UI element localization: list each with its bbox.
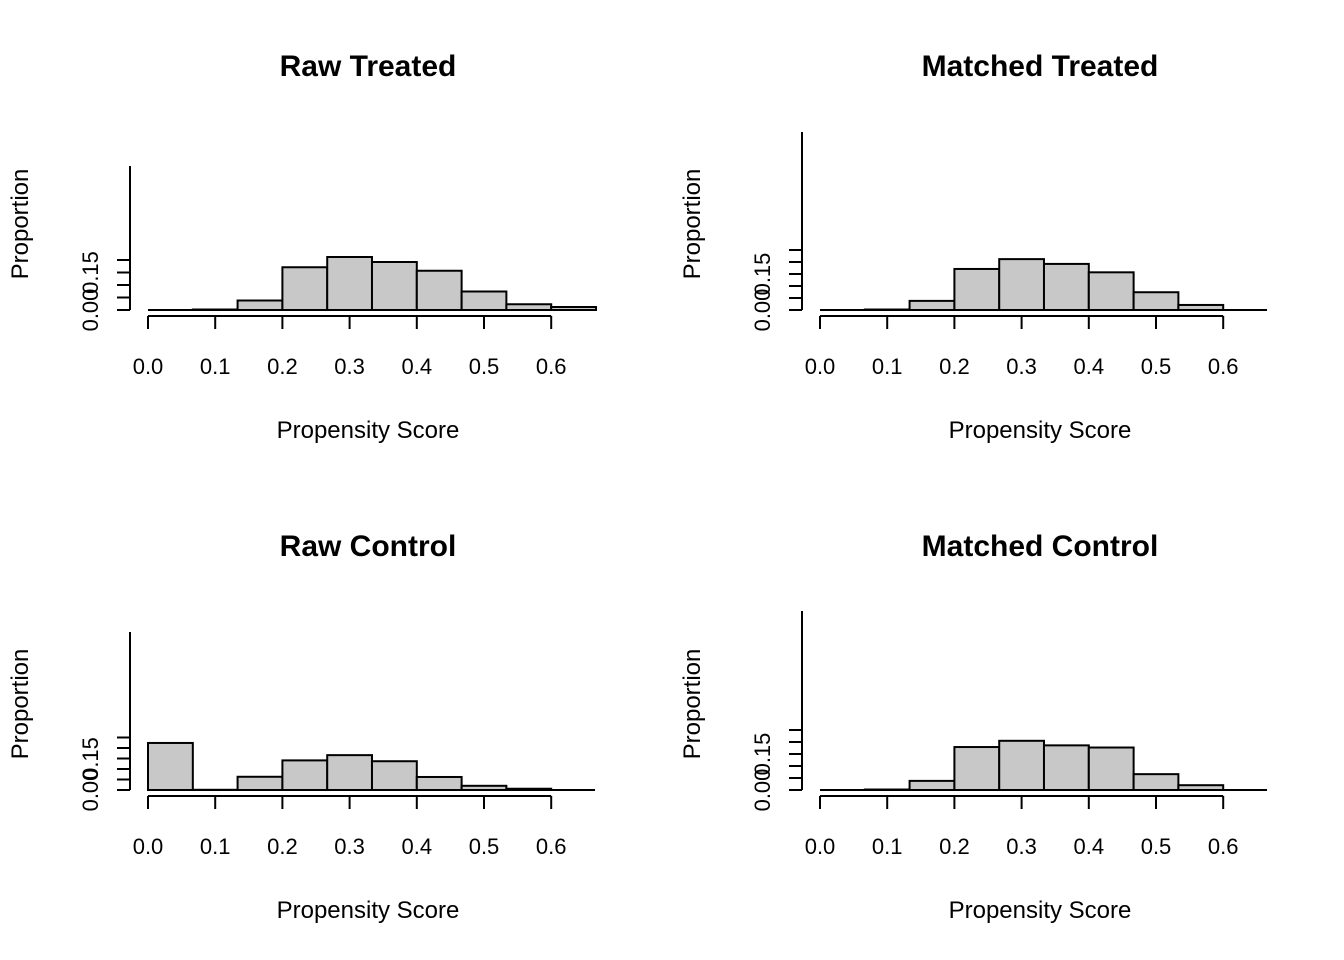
histogram-bar [908,299,956,312]
x-axis-label: Propensity Score [949,417,1132,444]
y-tick-label: 0.15 [78,251,103,294]
x-tick-label: 0.3 [1006,354,1037,379]
histogram-bar [236,299,284,311]
x-tick-label: 0.5 [469,354,500,379]
histogram-bar [1042,744,1090,791]
histogram-bar [460,784,508,791]
histogram-bar [953,746,1001,791]
histogram-bar [191,308,239,311]
x-tick-label: 0.2 [939,834,970,859]
chart-panel: Raw Treated 0.0 0.1 0.2 0.3 0.4 0.5 0.6 Propensi… [7,50,598,444]
x-tick-label: 0.1 [200,354,231,379]
y-tick-label: 0.00 [78,769,103,812]
y-axis-label: Proportion [679,169,706,280]
chart-panel: Matched Treated 0.0 0.1 0.2 0.3 0.4 0.5 0.6 Prop… [679,50,1268,444]
y-tick-label: 0.15 [750,253,775,296]
x-tick-label: 0.4 [402,354,433,379]
x-tick-label: 0.1 [872,354,903,379]
x-tick-label: 0.4 [1074,834,1105,859]
x-tick-label: 0.5 [469,834,500,859]
histogram-bar [236,775,284,792]
histogram-bar [1132,291,1180,311]
x-tick-label: 0.6 [536,354,567,379]
histogram-bar [281,759,329,792]
x-tick-label: 0.6 [536,834,567,859]
histogram-bar [1042,262,1090,312]
x-tick-label: 0.1 [200,834,231,859]
x-tick-label: 0.1 [872,834,903,859]
y-tick-label: 0.00 [750,289,775,332]
x-tick-label: 0.0 [805,834,836,859]
histogram-bar [998,739,1045,791]
x-tick-label: 0.0 [133,834,164,859]
histogram-bar [550,306,598,311]
histogram-bar [505,303,553,311]
histogram-bar [415,775,463,791]
x-tick-label: 0.5 [1141,834,1172,859]
histogram-bar [415,269,463,311]
histogram-bar [953,267,1001,311]
x-tick-label: 0.6 [1208,354,1239,379]
chart-panel: Raw Control 0.0 0.1 0.2 0.3 0.4 0.5 0.6 Propensi… [7,530,596,924]
chart-title: Raw Control [280,530,457,563]
y-axis-label: Proportion [679,649,706,760]
histogram-bar [326,754,373,792]
x-tick-label: 0.5 [1141,354,1172,379]
x-tick-label: 0.3 [334,834,365,859]
histogram-bar [998,258,1045,311]
y-axis-label: Proportion [7,169,34,280]
histogram-bar [1177,303,1225,311]
x-axis-label: Propensity Score [949,897,1132,924]
x-tick-label: 0.3 [334,354,365,379]
histogram-bar [281,266,329,311]
y-tick-label: 0.15 [750,733,775,776]
y-tick-label: 0.15 [78,737,103,780]
histogram-bar [370,261,418,311]
x-axis-label: Propensity Score [277,897,460,924]
histogram-bar [908,779,956,792]
chart-title: Matched Control [922,530,1159,563]
x-tick-label: 0.6 [1208,834,1239,859]
histogram-bar [505,787,553,791]
histogram-bar [1177,784,1225,792]
x-tick-label: 0.2 [267,834,298,859]
histogram-bar [1087,271,1135,312]
x-tick-label: 0.0 [133,354,164,379]
histogram-bar [460,290,508,311]
chart-title: Matched Treated [922,50,1159,83]
y-tick-label: 0.00 [750,769,775,812]
x-axis-label: Propensity Score [277,417,460,444]
histogram-bar [1087,746,1135,792]
x-tick-label: 0.2 [267,354,298,379]
x-tick-label: 0.4 [1074,354,1105,379]
x-tick-label: 0.3 [1006,834,1037,859]
x-tick-label: 0.4 [402,834,433,859]
histogram-bar [370,760,418,791]
y-tick-label: 0.00 [78,289,103,332]
histogram-bar [147,741,194,792]
x-tick-label: 0.2 [939,354,970,379]
histogram-bar [326,256,373,311]
chart-title: Raw Treated [280,50,457,83]
histogram-bar [1132,773,1180,791]
y-axis-label: Proportion [7,649,34,760]
x-tick-label: 0.0 [805,354,836,379]
chart-panel: Matched Control 0.0 0.1 0.2 0.3 0.4 0.5 0.6 Prop… [679,530,1268,924]
